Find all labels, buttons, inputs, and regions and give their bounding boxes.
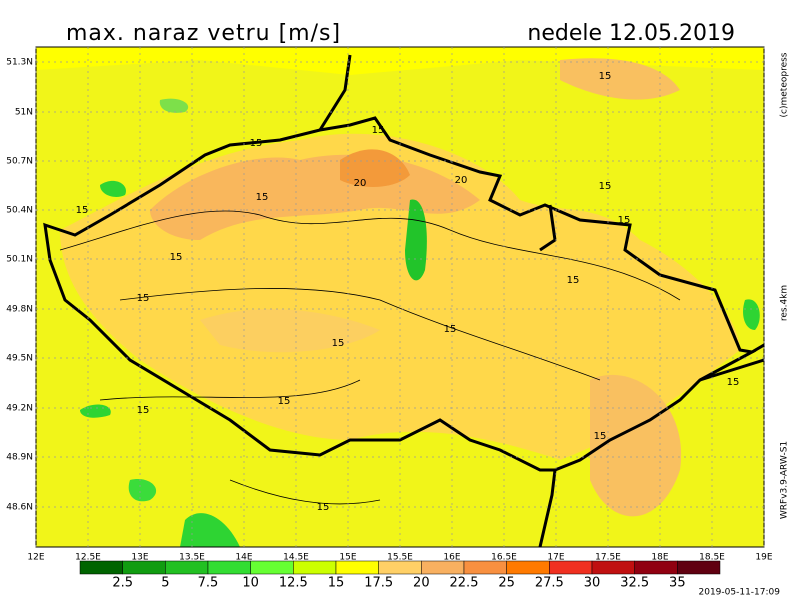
lon-label: 12E — [27, 553, 44, 563]
lat-label: 48.9N — [6, 453, 33, 463]
lat-label: 49.5N — [6, 354, 33, 364]
colorbar-label: 15 — [328, 576, 345, 591]
contour-label: 15 — [256, 192, 269, 203]
date: nedele 12.05.2019 — [527, 21, 735, 46]
contour-label: 15 — [567, 275, 580, 286]
lon-label: 15.5E — [387, 553, 413, 563]
contour-label: 15 — [372, 125, 385, 136]
lon-label: 17E — [547, 553, 564, 563]
map-field — [35, 46, 765, 548]
colorbar-swatch — [335, 560, 379, 575]
field-region — [590, 374, 682, 517]
lon-label: 19E — [755, 553, 772, 563]
lon-label: 13.5E — [179, 553, 205, 563]
lon-label: 13E — [131, 553, 148, 563]
colorbar-swatch — [463, 560, 507, 575]
colorbar-swatch — [549, 560, 593, 575]
colorbar-swatch — [207, 560, 251, 575]
lon-label: 16E — [443, 553, 460, 563]
colorbar-swatch — [591, 560, 635, 575]
lat-label: 50.4N — [6, 206, 33, 216]
low-wind-region — [180, 513, 240, 547]
contour-label: 15 — [137, 293, 150, 304]
lat-label: 51N — [15, 108, 33, 118]
colorbar-label: 17.5 — [364, 576, 393, 591]
contour-label: 15 — [727, 377, 740, 388]
colorbar-label: 30 — [584, 576, 601, 591]
lat-label: 50.1N — [6, 255, 33, 265]
low-wind-region — [128, 479, 157, 502]
colorbar-label: 5 — [161, 576, 169, 591]
colorbar-swatch — [421, 560, 465, 575]
lat-label: 51.3N — [6, 58, 33, 68]
colorbar-label: 35 — [669, 576, 686, 591]
contour-line — [59, 210, 681, 505]
contour-label: 15 — [137, 405, 150, 416]
contour-label: 20 — [354, 178, 367, 189]
low-wind-region — [159, 98, 189, 113]
colorbar-swatch — [378, 560, 422, 575]
colorbar-swatch — [250, 560, 294, 575]
copyright: (c)meteopress — [780, 52, 790, 117]
colorbar-swatch — [506, 560, 550, 575]
contour-label: 15 — [618, 215, 631, 226]
field-region — [560, 58, 680, 100]
colorbar-label: 27.5 — [535, 576, 564, 591]
map-labels: 51.3N 51N 50.7N 50.4N 50.1N 49.8N 49.5N 49.2N 48… — [6, 47, 773, 591]
colorbar-label: 7.5 — [198, 576, 219, 591]
colorbar-swatch — [165, 560, 209, 575]
title: max. naraz vetru [m/s] — [66, 21, 341, 46]
contour-label: 15 — [594, 431, 607, 442]
lon-label: 15E — [339, 553, 356, 563]
field-region — [200, 309, 380, 353]
low-wind-region — [743, 299, 760, 330]
contour-label: 15 — [599, 181, 612, 192]
lat-label: 49.2N — [6, 404, 33, 414]
colorbar-swatch — [293, 560, 337, 575]
lon-label: 18E — [651, 553, 668, 563]
colorbar-swatch — [122, 560, 166, 575]
colorbar-label: 10 — [242, 576, 259, 591]
lat-label: 48.6N — [6, 503, 33, 513]
colorbar-label: 2.5 — [112, 576, 133, 591]
lon-label: 17.5E — [595, 553, 621, 563]
lat-label: 50.7N — [6, 157, 33, 167]
resolution: res.4km — [780, 285, 790, 321]
low-wind-region — [100, 180, 126, 197]
contour-label: 15 — [317, 502, 330, 513]
contour-label: 15 — [250, 138, 263, 149]
contour-label: 20 — [455, 175, 468, 186]
lon-label: 14E — [235, 553, 252, 563]
contour-label: 15 — [76, 205, 89, 216]
lon-label: 18.5E — [699, 553, 725, 563]
colorbar-label: 22.5 — [450, 576, 479, 591]
colorbar-label: 12.5 — [279, 576, 308, 591]
lat-label: 49.8N — [6, 305, 33, 315]
colorbar-label: 32.5 — [620, 576, 649, 591]
model: WRFv3.9-ARW-S1 — [780, 441, 790, 519]
colorbar-swatch — [79, 560, 123, 575]
colorbar-swatch — [677, 560, 721, 575]
colorbar-label: 20 — [413, 576, 430, 591]
contour-label: 15 — [332, 338, 345, 349]
contour-label: 15 — [278, 396, 291, 407]
timestamp: 2019-05-11-17:09 — [699, 588, 781, 598]
lon-label: 12.5E — [75, 553, 101, 563]
lon-label: 14.5E — [283, 553, 309, 563]
lon-label: 16.5E — [491, 553, 517, 563]
colorbar-swatch — [634, 560, 678, 575]
country-border — [318, 54, 765, 548]
country-border — [43, 116, 757, 472]
contour-label: 15 — [170, 252, 183, 263]
field-region — [340, 149, 410, 187]
colorbar-label: 25 — [498, 576, 515, 591]
contour-label: 15 — [599, 71, 612, 82]
contour-label: 15 — [444, 324, 457, 335]
